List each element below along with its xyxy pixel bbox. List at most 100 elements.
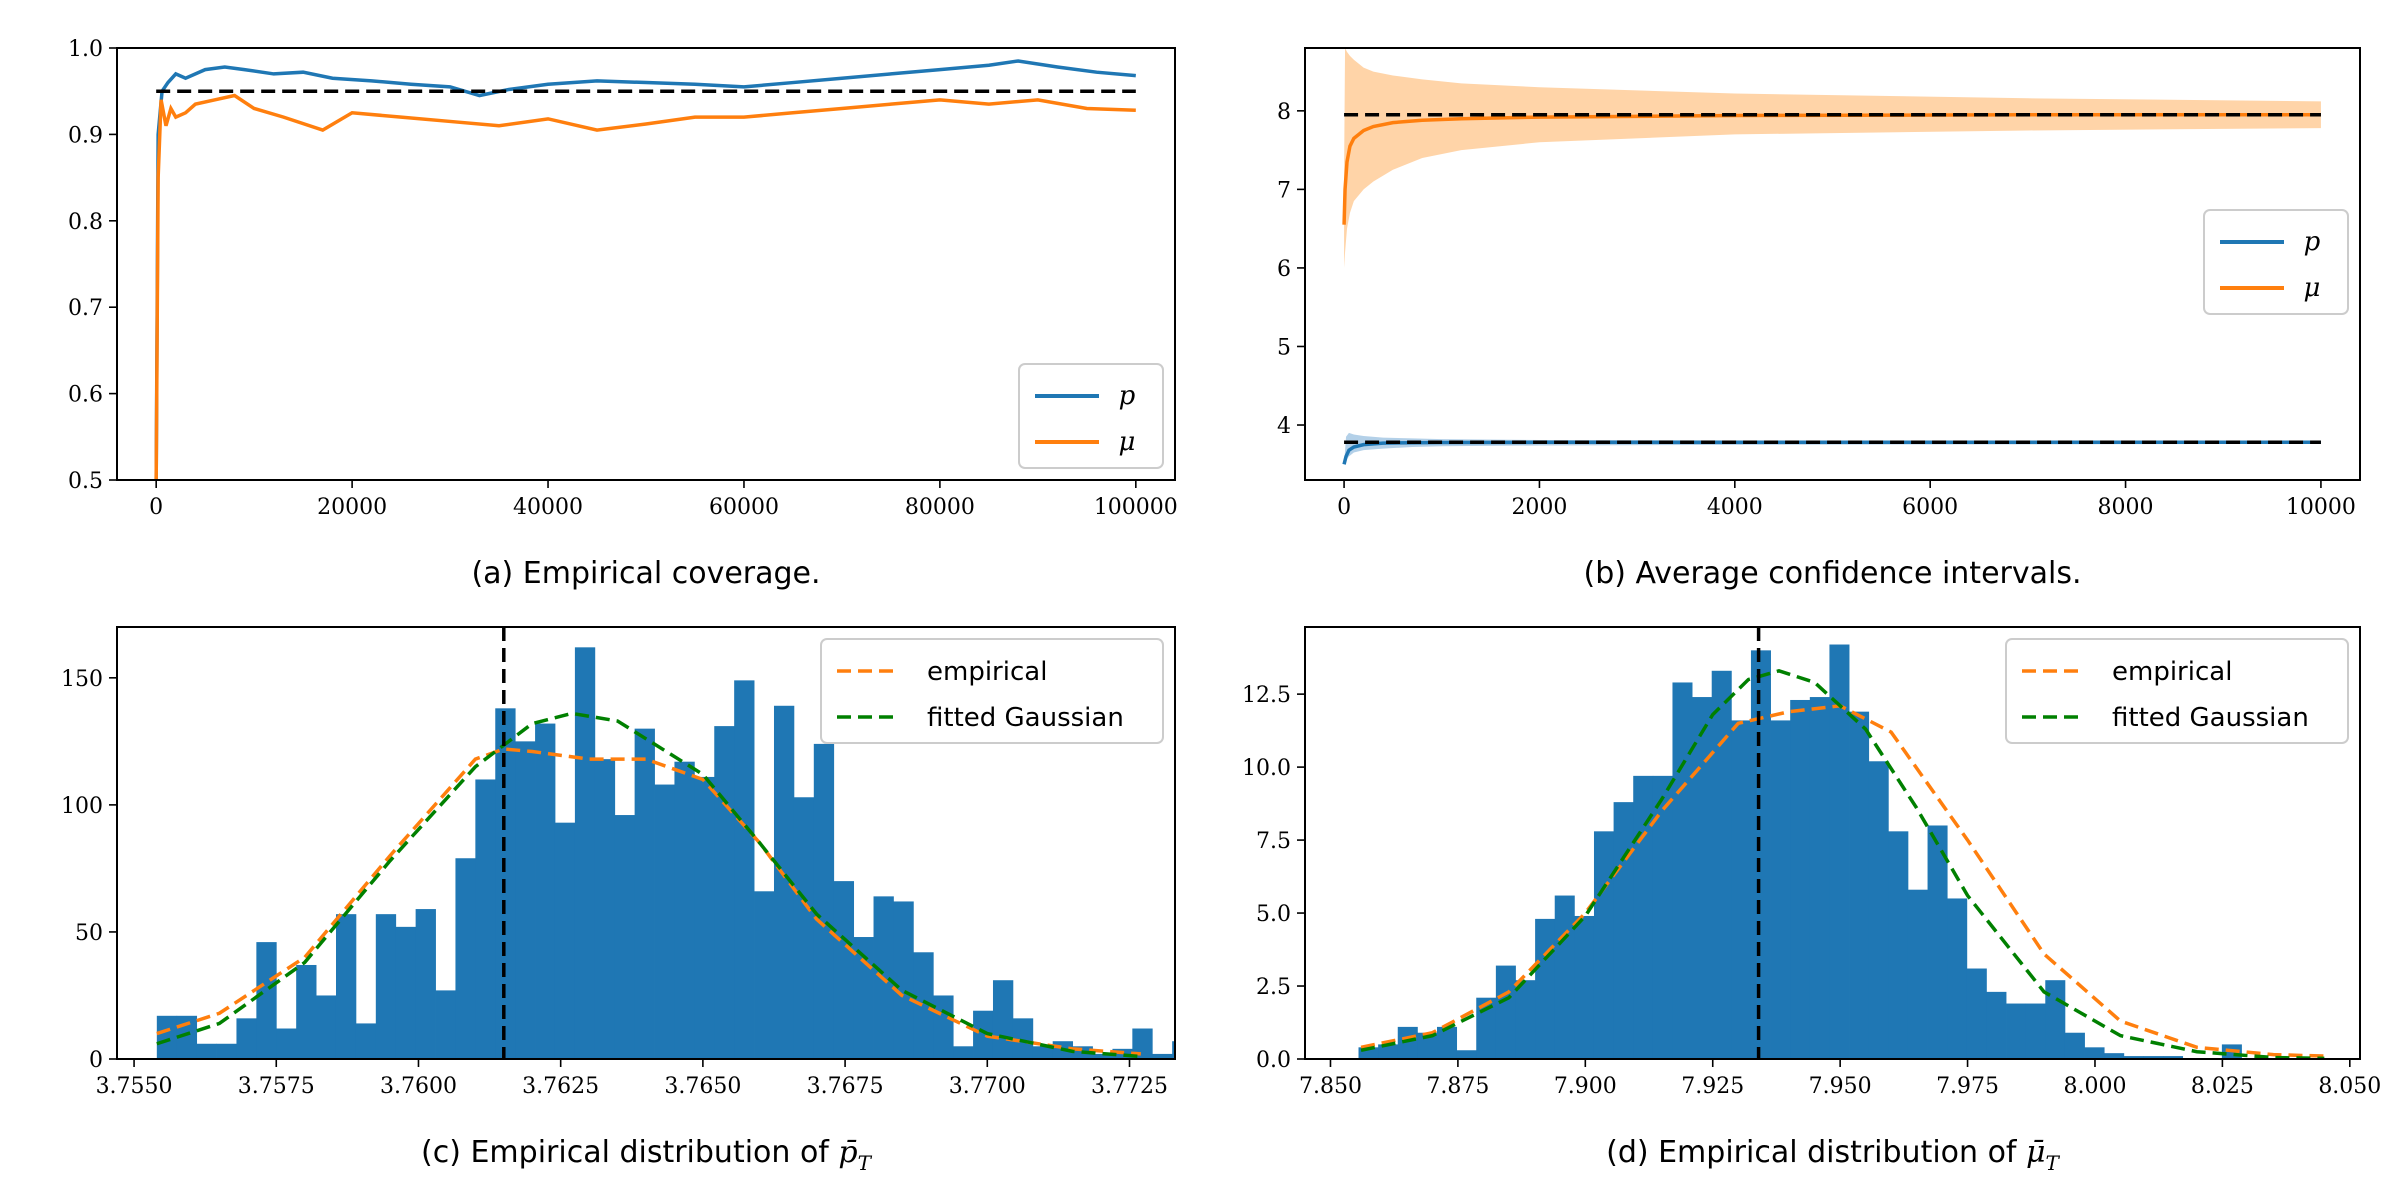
legend-label: μ: [2304, 273, 2321, 303]
histogram-bar: [1633, 775, 1654, 1059]
legend-box: [2005, 638, 2349, 744]
legend: empirical fitted Gaussian: [2005, 638, 2349, 744]
x-tick-label: 7.925: [1681, 1074, 1744, 1099]
panel-caption: (b) Average confidence intervals.: [1583, 556, 2081, 591]
y-tick-label: 12.5: [1242, 683, 1291, 708]
histogram-bar: [1966, 968, 1987, 1059]
x-tick-label: 3.7725: [1091, 1074, 1168, 1099]
histogram-bar: [654, 784, 675, 1059]
y-tick-label: 4: [1277, 414, 1291, 439]
histogram-bar: [435, 990, 456, 1059]
plot-area: [1358, 627, 2325, 1059]
empirical-curve: [156, 747, 1142, 1056]
histogram-bar: [1986, 991, 2007, 1059]
histogram-bar: [1672, 682, 1693, 1059]
x-tick-label: 3.7575: [238, 1074, 315, 1099]
panel-a: 0 20000 40000 60000 80000 100000 0.5 0.6 0.7 0.8 0…: [68, 37, 1178, 591]
histogram-bar: [1132, 1028, 1153, 1059]
x-tick-label: 0: [149, 495, 163, 520]
y-tick-label: 150: [61, 667, 103, 692]
histogram-bar: [793, 797, 815, 1059]
caption-symbol: p̄: [838, 1135, 857, 1170]
histogram-bar: [1907, 889, 1928, 1059]
legend-label: fitted Gaussian: [2112, 703, 2309, 733]
panel-c: 3.7550 3.7575 3.7600 3.7625 3.7650 3.7675 3.77…: [61, 626, 1176, 1175]
y-tick-label: 0.6: [68, 383, 103, 408]
histogram-bar: [1417, 1032, 1438, 1059]
axes-frame: [1304, 47, 2361, 481]
y-tick-label: 50: [75, 921, 103, 946]
histogram-bar: [913, 952, 934, 1059]
legend-label: p: [2304, 227, 2321, 257]
axes-frame: [1304, 626, 2361, 1060]
panel-d: 7.850 7.875 7.900 7.925 7.950 7.975 8.000 8.025…: [1242, 626, 2381, 1175]
x-tick-label: 7.875: [1426, 1074, 1489, 1099]
caption-subscript: T: [858, 1151, 873, 1175]
caption-symbol: μ̄: [2026, 1135, 2046, 1170]
histogram-bar: [2163, 1056, 2184, 1059]
histogram-bar: [1947, 898, 1968, 1059]
fitted-Gaussian-curve: [1360, 668, 2325, 1059]
x-tick-label: 3.7600: [380, 1074, 457, 1099]
confidence-band-orange: [1344, 48, 2321, 268]
histogram-bar: [1437, 1026, 1458, 1059]
legend: empirical fitted Gaussian: [820, 638, 1164, 744]
histogram-bar: [2143, 1056, 2164, 1059]
histogram-bar: [1790, 699, 1811, 1059]
histogram-bar: [1495, 965, 1516, 1059]
histogram-bar: [634, 728, 655, 1059]
series-line-blue: [1342, 440, 2321, 465]
histogram-bar: [933, 995, 954, 1059]
histogram-bar: [355, 1023, 377, 1059]
y-tick-label: 6: [1277, 257, 1291, 282]
histogram-bar: [2064, 1032, 2085, 1059]
histogram-bar: [953, 1046, 974, 1059]
histogram-bar: [1927, 825, 1948, 1059]
histogram-bar: [276, 1028, 297, 1059]
histogram-bar: [1397, 1026, 1418, 1059]
histogram-bar: [1613, 802, 1634, 1059]
legend-label: μ: [1119, 427, 1136, 457]
histogram-bar: [2084, 1047, 2105, 1059]
x-tick-label: 100000: [1094, 495, 1178, 520]
y-tick-label: 0: [89, 1048, 103, 1073]
x-tick-label: 0: [1337, 495, 1351, 520]
x-tick-label: 7.975: [1936, 1074, 1999, 1099]
legend-label: empirical: [927, 657, 1047, 687]
y-tick-label: 0.0: [1256, 1048, 1291, 1073]
histogram-bar: [395, 926, 417, 1059]
y-tick-label: 5.0: [1256, 902, 1291, 927]
histogram-bar: [1012, 1018, 1034, 1059]
x-tick-label: 10000: [2286, 495, 2356, 520]
histogram-bar: [1750, 650, 1771, 1059]
histogram-bar: [415, 909, 436, 1059]
histogram-bar: [256, 942, 277, 1059]
histogram-bar: [973, 1010, 994, 1059]
y-tick-label: 0.9: [68, 123, 103, 148]
histogram-bar: [1515, 980, 1536, 1059]
histogram-bar: [1652, 775, 1673, 1059]
histogram-bar: [1092, 1053, 1113, 1059]
histogram-bar: [594, 759, 616, 1059]
x-tick-label: 7.850: [1299, 1074, 1362, 1099]
histogram-bar: [574, 647, 596, 1059]
histogram-bar: [773, 705, 795, 1059]
histogram-bar: [1868, 761, 1889, 1059]
histogram-bar: [535, 723, 556, 1059]
caption-text: (c) Empirical distribution of: [421, 1135, 838, 1170]
plot-area: [154, 59, 1136, 480]
histogram-bar: [1888, 831, 1909, 1059]
panel-caption: (c) Empirical distribution of p̄T: [421, 1135, 873, 1175]
plot-area: [156, 627, 1175, 1059]
histogram-bar: [754, 891, 775, 1059]
histogram-bar: [2045, 980, 2066, 1059]
histogram-bar: [156, 1015, 178, 1059]
histogram-bar: [992, 980, 1014, 1059]
histogram-bar: [1574, 915, 1595, 1059]
fitted-Gaussian-curve: [156, 711, 1142, 1059]
histogram-bar: [196, 1043, 217, 1059]
y-tick-label: 0.5: [68, 469, 103, 494]
histogram-bar: [1770, 720, 1791, 1059]
histogram-bar: [2006, 1003, 2027, 1059]
